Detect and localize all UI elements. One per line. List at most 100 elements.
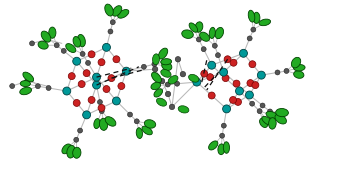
Ellipse shape xyxy=(45,37,49,42)
Ellipse shape xyxy=(212,43,217,48)
Ellipse shape xyxy=(78,81,85,88)
Ellipse shape xyxy=(284,68,289,74)
Ellipse shape xyxy=(175,81,180,86)
Ellipse shape xyxy=(178,106,189,113)
Ellipse shape xyxy=(61,48,66,53)
Ellipse shape xyxy=(294,64,305,71)
Ellipse shape xyxy=(112,6,122,16)
Ellipse shape xyxy=(257,71,265,79)
Ellipse shape xyxy=(257,109,262,114)
Ellipse shape xyxy=(118,9,129,18)
Ellipse shape xyxy=(62,144,71,154)
Ellipse shape xyxy=(262,116,273,125)
Ellipse shape xyxy=(276,108,288,117)
Ellipse shape xyxy=(136,128,142,139)
Ellipse shape xyxy=(46,85,51,91)
Ellipse shape xyxy=(189,23,198,32)
Ellipse shape xyxy=(103,43,110,51)
Ellipse shape xyxy=(208,61,216,69)
Ellipse shape xyxy=(239,49,247,57)
Ellipse shape xyxy=(93,81,100,89)
Ellipse shape xyxy=(156,98,167,106)
Ellipse shape xyxy=(38,41,48,49)
Ellipse shape xyxy=(152,62,157,67)
Ellipse shape xyxy=(247,80,254,87)
Ellipse shape xyxy=(220,68,228,76)
Ellipse shape xyxy=(73,57,81,65)
Ellipse shape xyxy=(35,84,40,89)
Ellipse shape xyxy=(80,51,85,56)
Ellipse shape xyxy=(162,62,172,70)
Ellipse shape xyxy=(93,73,100,81)
Ellipse shape xyxy=(113,97,120,105)
Ellipse shape xyxy=(201,70,208,77)
Ellipse shape xyxy=(275,70,280,75)
Ellipse shape xyxy=(215,53,221,58)
Ellipse shape xyxy=(118,83,125,90)
Ellipse shape xyxy=(94,119,100,129)
Ellipse shape xyxy=(73,99,80,106)
Ellipse shape xyxy=(122,67,130,75)
Ellipse shape xyxy=(233,80,240,87)
Ellipse shape xyxy=(268,109,272,114)
Ellipse shape xyxy=(165,91,171,97)
Ellipse shape xyxy=(180,71,186,77)
Ellipse shape xyxy=(250,101,255,106)
Ellipse shape xyxy=(201,47,206,52)
Ellipse shape xyxy=(152,67,158,72)
Ellipse shape xyxy=(224,56,231,63)
Ellipse shape xyxy=(260,118,268,128)
Ellipse shape xyxy=(49,27,56,38)
Ellipse shape xyxy=(169,104,175,110)
Ellipse shape xyxy=(74,137,79,142)
Ellipse shape xyxy=(218,144,225,155)
Ellipse shape xyxy=(182,30,193,38)
Ellipse shape xyxy=(141,64,146,69)
Ellipse shape xyxy=(110,20,115,25)
Ellipse shape xyxy=(103,86,110,92)
Ellipse shape xyxy=(248,10,255,22)
Ellipse shape xyxy=(249,61,256,68)
Ellipse shape xyxy=(83,70,90,77)
Ellipse shape xyxy=(260,103,265,108)
Ellipse shape xyxy=(236,87,244,95)
Ellipse shape xyxy=(97,100,103,105)
Ellipse shape xyxy=(221,123,226,128)
Ellipse shape xyxy=(223,142,229,153)
Ellipse shape xyxy=(196,37,201,42)
Ellipse shape xyxy=(247,36,252,41)
Ellipse shape xyxy=(294,71,304,78)
Ellipse shape xyxy=(67,145,75,158)
Ellipse shape xyxy=(144,120,156,128)
Ellipse shape xyxy=(292,57,301,68)
Ellipse shape xyxy=(208,92,215,99)
Ellipse shape xyxy=(128,112,132,117)
Ellipse shape xyxy=(78,128,83,133)
Ellipse shape xyxy=(223,105,230,113)
Ellipse shape xyxy=(193,78,201,86)
Ellipse shape xyxy=(88,97,95,103)
Ellipse shape xyxy=(200,32,210,41)
Ellipse shape xyxy=(252,82,259,88)
Ellipse shape xyxy=(98,59,105,66)
Ellipse shape xyxy=(63,87,71,95)
Ellipse shape xyxy=(10,84,15,88)
Ellipse shape xyxy=(88,51,95,58)
Ellipse shape xyxy=(105,117,116,126)
Ellipse shape xyxy=(29,41,35,46)
Ellipse shape xyxy=(105,4,113,16)
Ellipse shape xyxy=(209,141,218,150)
Ellipse shape xyxy=(152,72,162,83)
Ellipse shape xyxy=(23,72,34,82)
Ellipse shape xyxy=(83,111,91,119)
Ellipse shape xyxy=(54,43,59,48)
Ellipse shape xyxy=(85,60,91,65)
Ellipse shape xyxy=(253,12,260,23)
Ellipse shape xyxy=(20,81,31,87)
Ellipse shape xyxy=(161,70,171,77)
Ellipse shape xyxy=(41,31,51,42)
Ellipse shape xyxy=(25,79,29,84)
Ellipse shape xyxy=(235,98,241,105)
Ellipse shape xyxy=(20,87,32,95)
Ellipse shape xyxy=(246,91,253,99)
